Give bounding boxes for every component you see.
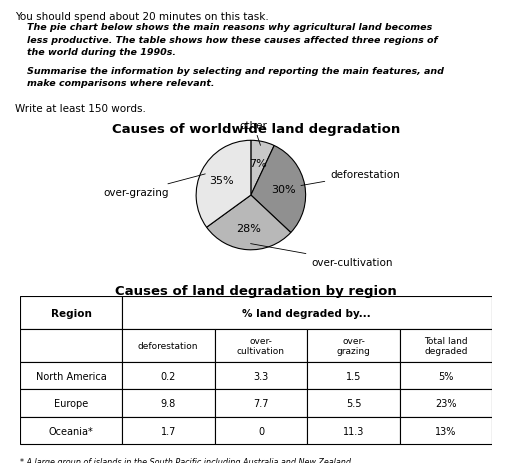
Text: Region: Region xyxy=(51,308,92,318)
Text: Total land
degraded: Total land degraded xyxy=(424,336,467,356)
Text: North America: North America xyxy=(36,371,106,381)
Bar xyxy=(20,389,122,417)
Bar xyxy=(122,417,215,444)
Bar xyxy=(215,389,307,417)
Text: 1.7: 1.7 xyxy=(160,425,176,436)
Bar xyxy=(400,417,492,444)
Text: * A large group of islands in the South Pacific including Australia and New Zeal: * A large group of islands in the South … xyxy=(20,457,351,463)
Bar xyxy=(122,363,215,389)
Bar xyxy=(215,330,307,363)
Bar xyxy=(215,417,307,444)
Text: 3.3: 3.3 xyxy=(253,371,269,381)
Bar xyxy=(122,389,215,417)
Text: 7.7: 7.7 xyxy=(253,398,269,408)
Bar xyxy=(20,330,122,363)
Text: 35%: 35% xyxy=(209,176,234,186)
Bar xyxy=(20,417,122,444)
Text: other: other xyxy=(240,121,268,146)
Text: over-grazing: over-grazing xyxy=(103,175,205,198)
Text: 1.5: 1.5 xyxy=(346,371,361,381)
Bar xyxy=(122,296,492,330)
Bar xyxy=(307,389,400,417)
Text: 9.8: 9.8 xyxy=(161,398,176,408)
Text: You should spend about 20 minutes on this task.: You should spend about 20 minutes on thi… xyxy=(15,12,269,22)
Text: Causes of worldwide land degradation: Causes of worldwide land degradation xyxy=(112,123,400,136)
Text: 28%: 28% xyxy=(237,223,261,233)
Text: 5.5: 5.5 xyxy=(346,398,361,408)
Bar xyxy=(400,363,492,389)
Text: Causes of land degradation by region: Causes of land degradation by region xyxy=(115,285,397,298)
Text: over-
cultivation: over- cultivation xyxy=(237,336,285,356)
Text: % land degraded by...: % land degraded by... xyxy=(242,308,371,318)
Text: Write at least 150 words.: Write at least 150 words. xyxy=(15,104,146,114)
Bar xyxy=(20,363,122,389)
Text: 30%: 30% xyxy=(271,184,295,194)
Bar xyxy=(122,330,215,363)
Wedge shape xyxy=(251,146,306,233)
Bar xyxy=(307,363,400,389)
Bar xyxy=(307,330,400,363)
Text: Europe: Europe xyxy=(54,398,88,408)
Bar xyxy=(307,417,400,444)
Text: The pie chart below shows the main reasons why agricultural land becomes
less pr: The pie chart below shows the main reaso… xyxy=(28,23,438,57)
Text: Summarise the information by selecting and reporting the main features, and
make: Summarise the information by selecting a… xyxy=(28,67,444,88)
Text: 0.2: 0.2 xyxy=(160,371,176,381)
Text: 13%: 13% xyxy=(435,425,457,436)
Text: over-
grazing: over- grazing xyxy=(337,336,371,356)
Text: 0: 0 xyxy=(258,425,264,436)
Text: Oceania*: Oceania* xyxy=(49,425,94,436)
Bar xyxy=(20,296,122,330)
Wedge shape xyxy=(206,196,291,250)
Text: deforestation: deforestation xyxy=(301,170,400,186)
Text: 23%: 23% xyxy=(435,398,457,408)
Wedge shape xyxy=(196,141,251,228)
Text: over-cultivation: over-cultivation xyxy=(250,244,393,267)
Text: deforestation: deforestation xyxy=(138,342,199,350)
Text: 5%: 5% xyxy=(438,371,454,381)
Wedge shape xyxy=(251,141,274,196)
Bar xyxy=(400,389,492,417)
Text: 7%: 7% xyxy=(249,159,267,169)
Bar xyxy=(215,363,307,389)
Bar xyxy=(400,330,492,363)
Text: 11.3: 11.3 xyxy=(343,425,365,436)
